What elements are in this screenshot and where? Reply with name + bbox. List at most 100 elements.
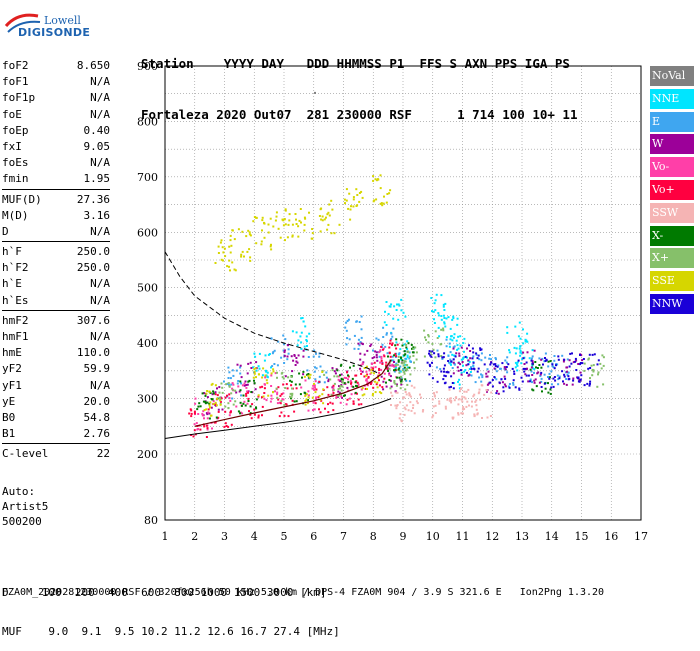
echo-point bbox=[220, 397, 223, 400]
echo-point bbox=[476, 413, 479, 416]
echo-point bbox=[193, 423, 196, 426]
echo-point bbox=[464, 397, 467, 400]
echo-point bbox=[250, 417, 253, 420]
echo-point bbox=[224, 405, 227, 408]
echo-point bbox=[246, 372, 249, 375]
echo-point bbox=[442, 378, 445, 381]
echo-point bbox=[339, 401, 342, 404]
echo-point bbox=[399, 378, 402, 381]
echo-point bbox=[372, 349, 374, 352]
echo-point bbox=[229, 399, 232, 402]
echo-point bbox=[297, 339, 300, 342]
echo-point bbox=[245, 384, 248, 386]
echo-point bbox=[519, 354, 522, 357]
echo-point bbox=[516, 361, 519, 364]
echo-point bbox=[396, 363, 399, 366]
echo-point bbox=[344, 202, 346, 205]
echo-point bbox=[393, 380, 396, 382]
echo-point bbox=[208, 402, 211, 405]
echo-point bbox=[357, 383, 360, 386]
echo-point bbox=[386, 193, 389, 195]
echo-point bbox=[282, 377, 285, 380]
echo-point bbox=[248, 233, 251, 236]
echo-point bbox=[442, 314, 445, 317]
echo-point bbox=[282, 334, 285, 337]
x-tick-label: 17 bbox=[634, 530, 648, 543]
echo-point bbox=[446, 398, 449, 401]
echo-point bbox=[501, 381, 504, 384]
echo-point bbox=[294, 383, 297, 386]
echo-point bbox=[235, 405, 238, 408]
echo-point bbox=[571, 352, 573, 355]
echo-point bbox=[522, 357, 525, 360]
echo-point bbox=[307, 373, 310, 375]
echo-point bbox=[250, 391, 253, 393]
param-separator bbox=[2, 241, 110, 243]
echo-point bbox=[227, 407, 230, 409]
echo-point bbox=[315, 388, 318, 391]
echo-point bbox=[404, 363, 407, 366]
echo-point bbox=[400, 298, 403, 301]
echo-point bbox=[261, 229, 263, 232]
echo-point bbox=[451, 353, 454, 356]
echo-point bbox=[358, 200, 361, 203]
echo-point bbox=[591, 368, 594, 371]
echo-point bbox=[305, 398, 308, 401]
echo-point bbox=[565, 383, 568, 386]
echo-point bbox=[228, 265, 230, 268]
echo-point bbox=[265, 374, 268, 377]
echo-point bbox=[314, 366, 316, 369]
echo-point bbox=[233, 268, 236, 271]
echo-point bbox=[216, 394, 219, 397]
echo-point bbox=[215, 416, 218, 419]
echo-point bbox=[473, 414, 476, 417]
echo-point bbox=[197, 428, 200, 430]
echo-point bbox=[552, 377, 555, 380]
param-value: N/A bbox=[90, 330, 110, 343]
echo-point bbox=[246, 383, 249, 386]
param-name: B0 bbox=[2, 410, 16, 424]
echo-point bbox=[285, 383, 288, 386]
echo-point bbox=[517, 335, 520, 338]
echo-point bbox=[444, 375, 447, 378]
echo-point bbox=[448, 342, 451, 345]
echo-point bbox=[235, 369, 238, 372]
echo-point bbox=[267, 231, 270, 234]
echo-point bbox=[400, 338, 403, 341]
echo-point bbox=[524, 373, 527, 376]
echo-point bbox=[263, 397, 266, 400]
echo-point bbox=[312, 384, 315, 387]
echo-point bbox=[222, 251, 225, 254]
echo-point bbox=[252, 366, 255, 369]
echo-point bbox=[537, 371, 540, 374]
echo-point bbox=[493, 376, 496, 378]
echo-point bbox=[207, 408, 210, 411]
echo-point bbox=[314, 380, 317, 383]
echo-point bbox=[236, 363, 239, 366]
echo-point bbox=[487, 370, 490, 373]
echo-point bbox=[373, 372, 375, 375]
echo-point bbox=[263, 392, 266, 394]
echo-point bbox=[400, 309, 403, 312]
echo-point bbox=[365, 370, 368, 373]
echo-point bbox=[406, 354, 409, 357]
echo-point bbox=[361, 394, 364, 397]
echo-point bbox=[383, 195, 385, 198]
x-tick-label: 14 bbox=[545, 530, 559, 543]
echo-point bbox=[360, 388, 363, 391]
echo-point bbox=[443, 317, 446, 319]
echo-point bbox=[387, 370, 390, 372]
echo-point bbox=[340, 373, 343, 376]
echo-point bbox=[338, 385, 340, 388]
echo-point bbox=[507, 385, 510, 388]
echo-point bbox=[466, 356, 468, 359]
echo-point bbox=[359, 364, 362, 367]
echo-point bbox=[208, 417, 211, 420]
echo-point bbox=[568, 377, 571, 380]
echo-point bbox=[190, 412, 193, 415]
echo-point bbox=[438, 400, 441, 403]
echo-point bbox=[565, 370, 568, 373]
echo-point bbox=[431, 310, 433, 313]
echo-point bbox=[283, 218, 286, 221]
echo-point bbox=[540, 386, 543, 388]
